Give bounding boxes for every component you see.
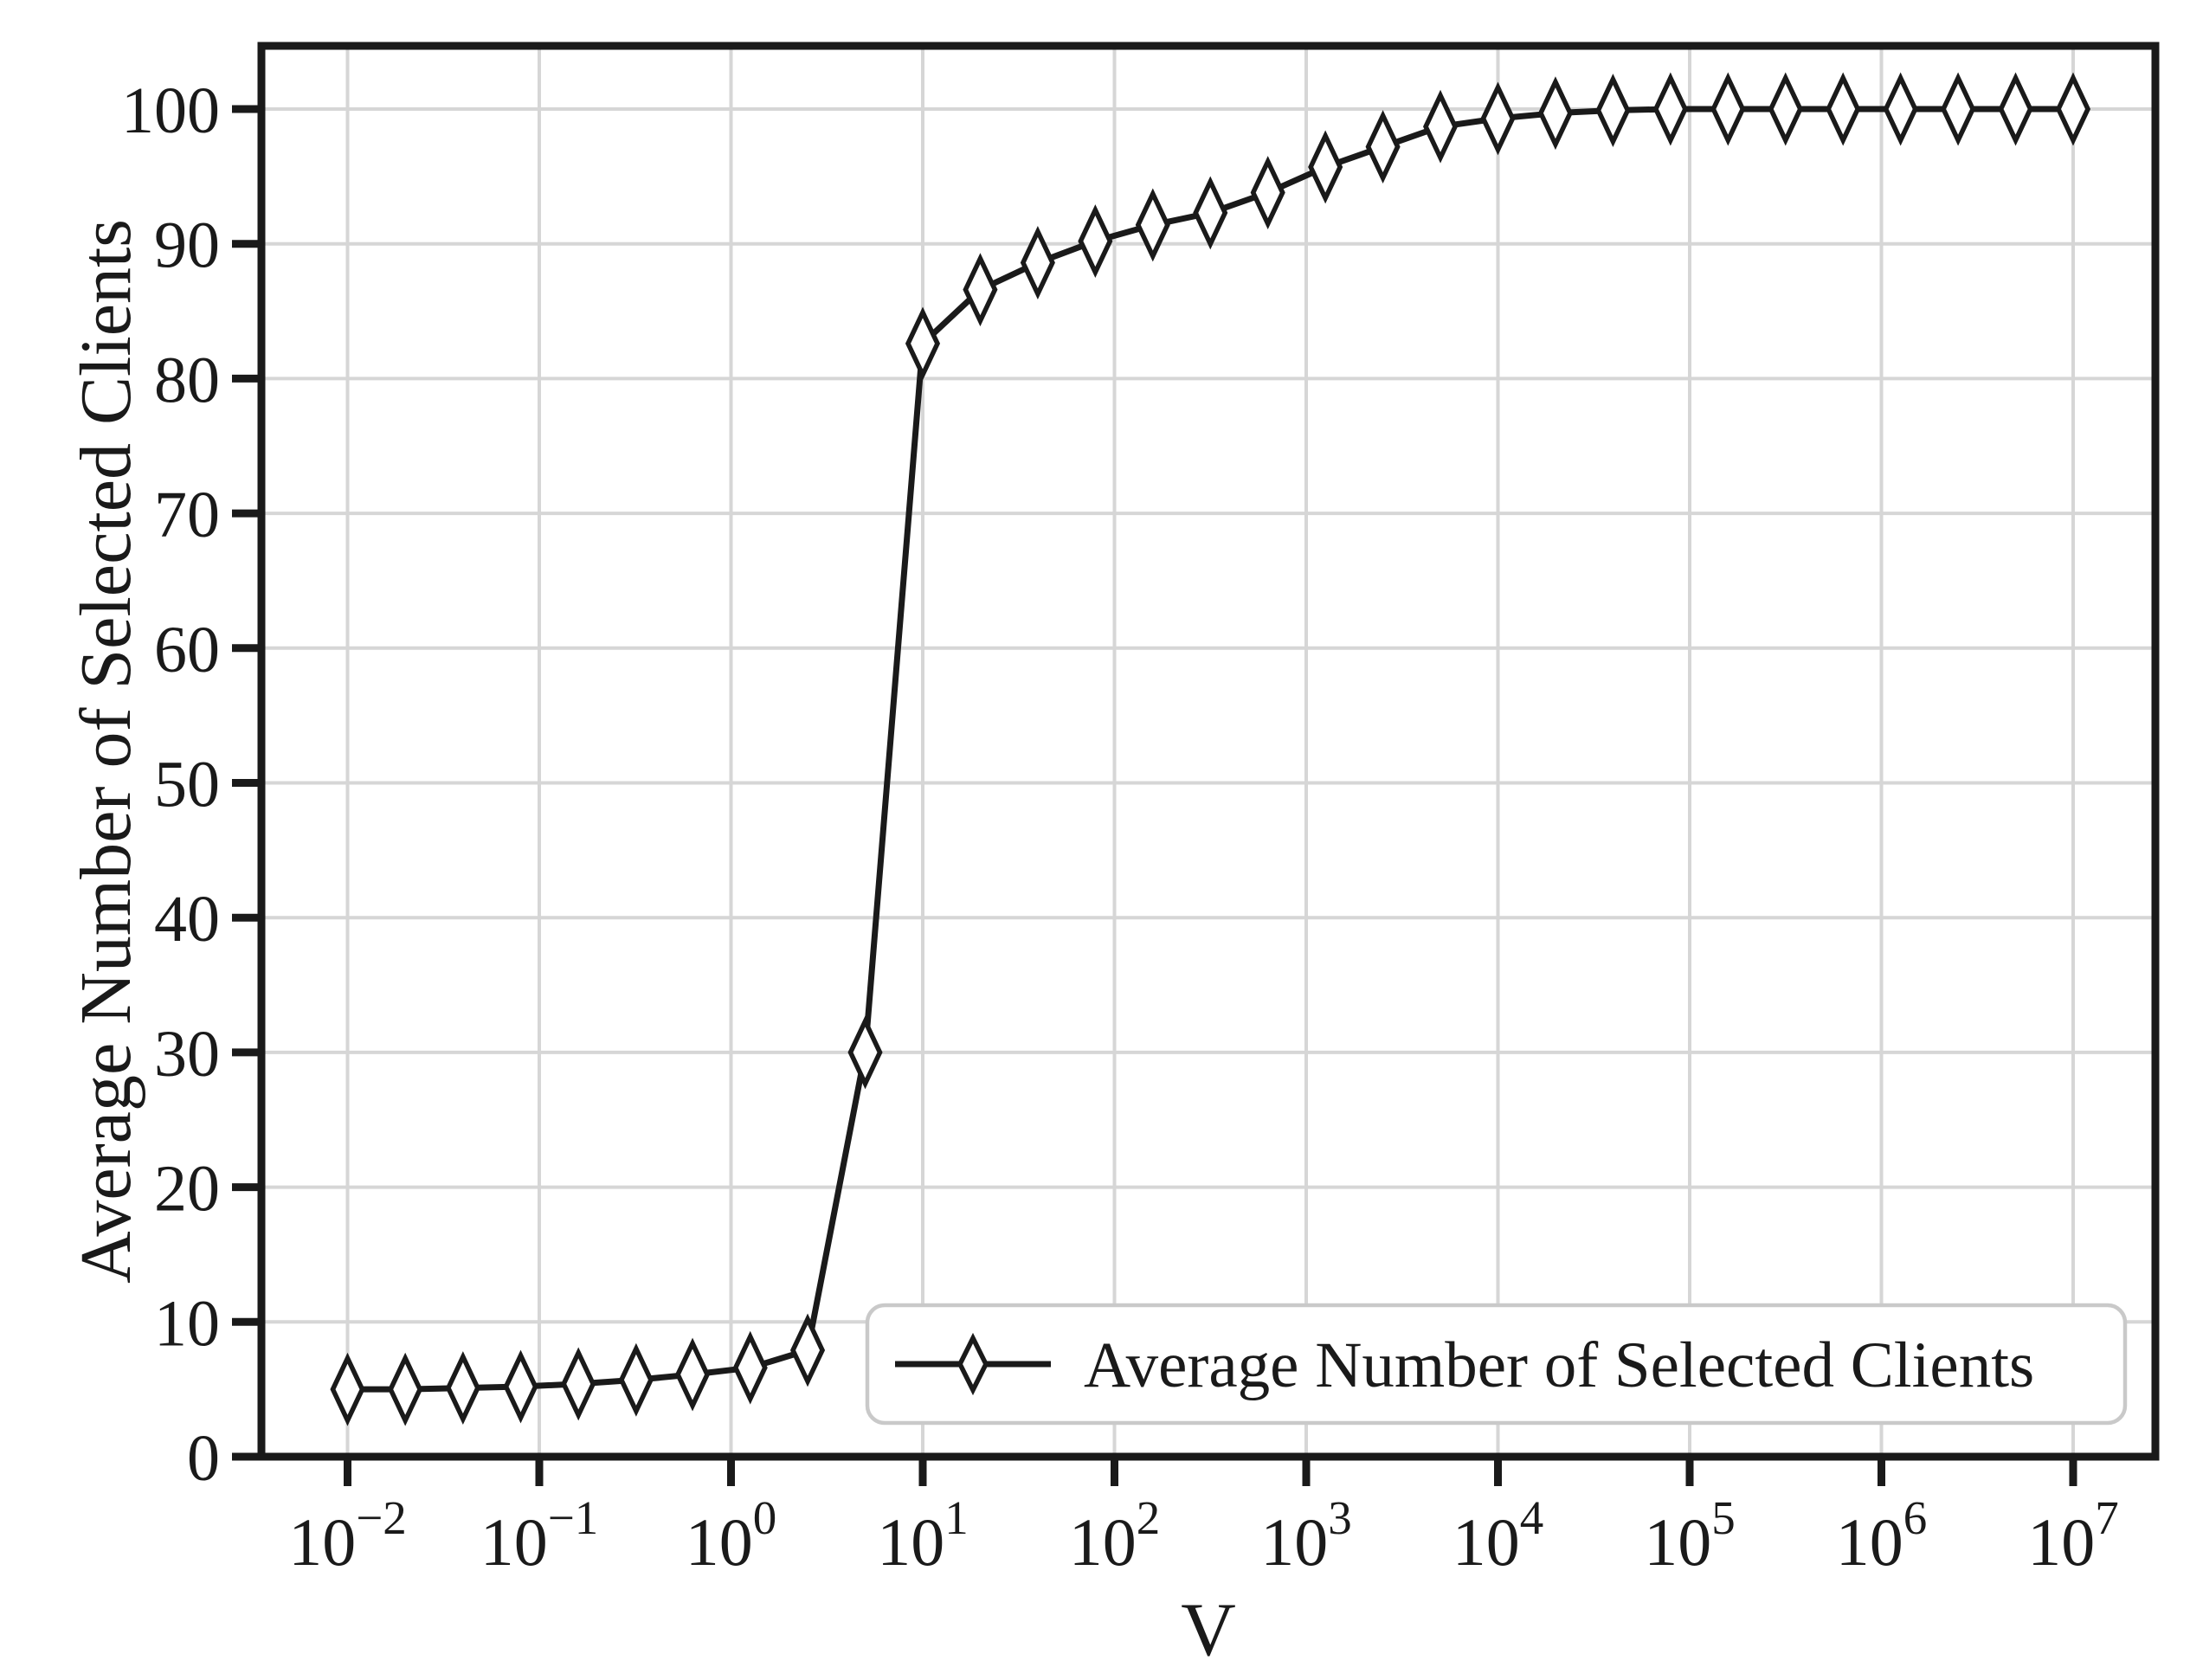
y-axis-label: Average Number of Selected Clients (66, 219, 146, 1284)
y-tick-labels: 0 10 20 30 40 50 60 70 80 90 100 (121, 74, 220, 1495)
data-point-marker (1250, 156, 1285, 229)
data-point-marker (1020, 226, 1055, 299)
y-tick-label: 100 (121, 74, 220, 147)
y-tick-label: 90 (154, 209, 220, 282)
y-tick-label: 0 (187, 1422, 220, 1495)
data-series-markers (330, 72, 2091, 1426)
data-point-marker (1826, 72, 1861, 146)
legend-label: Average Number of Selected Clients (1084, 1329, 2034, 1401)
data-point-marker (1537, 76, 1573, 151)
data-point-marker (1941, 72, 1976, 146)
data-point-marker (1423, 89, 1459, 164)
data-point-marker (330, 1352, 365, 1426)
data-point-marker (732, 1330, 768, 1405)
data-point-marker (1365, 110, 1401, 184)
y-tick-label: 30 (154, 1018, 220, 1091)
y-tick-label: 40 (154, 883, 220, 956)
x-axis-label: V (1181, 1588, 1236, 1672)
y-tick-label: 50 (154, 749, 220, 821)
data-point-marker (2055, 72, 2091, 146)
x-tick-labels: 10−2 10−1 100 101 102 103 104 105 106 107 (288, 1491, 2119, 1580)
data-point-marker (1883, 72, 1918, 146)
x-tick-label: 10−1 (480, 1491, 599, 1580)
y-tick-label: 10 (154, 1287, 220, 1360)
data-point-marker (789, 1313, 826, 1387)
axes-frame (257, 42, 2160, 1461)
x-tick-label: 101 (877, 1491, 969, 1580)
x-tick-label: 104 (1452, 1491, 1544, 1580)
data-point-marker (1710, 72, 1746, 146)
plot-frame (257, 42, 2160, 1461)
data-point-marker (445, 1351, 480, 1426)
x-tick-label: 105 (1644, 1491, 1736, 1580)
y-tick-label: 80 (154, 344, 220, 416)
data-point-marker (905, 306, 941, 381)
data-point-marker (1480, 81, 1516, 156)
x-tick-label: 100 (686, 1491, 777, 1580)
x-tick-label: 102 (1069, 1491, 1161, 1580)
x-axis-ticks (344, 1460, 2077, 1486)
data-point-marker (503, 1349, 538, 1424)
data-point-marker (1193, 176, 1228, 250)
data-point-marker (1135, 188, 1170, 262)
y-tick-label: 60 (154, 614, 220, 686)
legend-diamond-marker-icon (957, 1332, 989, 1396)
data-point-marker (1652, 72, 1688, 146)
y-tick-label: 70 (154, 479, 220, 551)
legend-frame (865, 1303, 2128, 1426)
x-gridlines (345, 46, 2075, 1457)
x-tick-label: 107 (2027, 1491, 2119, 1580)
data-point-marker (847, 1015, 883, 1090)
data-point-marker (1768, 72, 1803, 146)
data-point-marker (388, 1352, 423, 1426)
x-tick-label: 10−2 (288, 1491, 407, 1580)
data-point-marker (963, 253, 998, 327)
y-tick-label: 20 (154, 1153, 220, 1226)
data-point-marker (1078, 204, 1113, 279)
y-axis-ticks (232, 105, 258, 1461)
data-point-marker (561, 1347, 596, 1421)
data-point-marker (1595, 74, 1631, 147)
data-point-marker (1308, 130, 1343, 204)
data-point-marker (1998, 72, 2033, 146)
data-point-marker (618, 1342, 654, 1417)
legend-box: Average Number of Selected Clients (865, 1303, 2128, 1426)
x-tick-label: 103 (1260, 1491, 1352, 1580)
data-point-marker (675, 1337, 711, 1412)
x-tick-label: 106 (1836, 1491, 1928, 1580)
